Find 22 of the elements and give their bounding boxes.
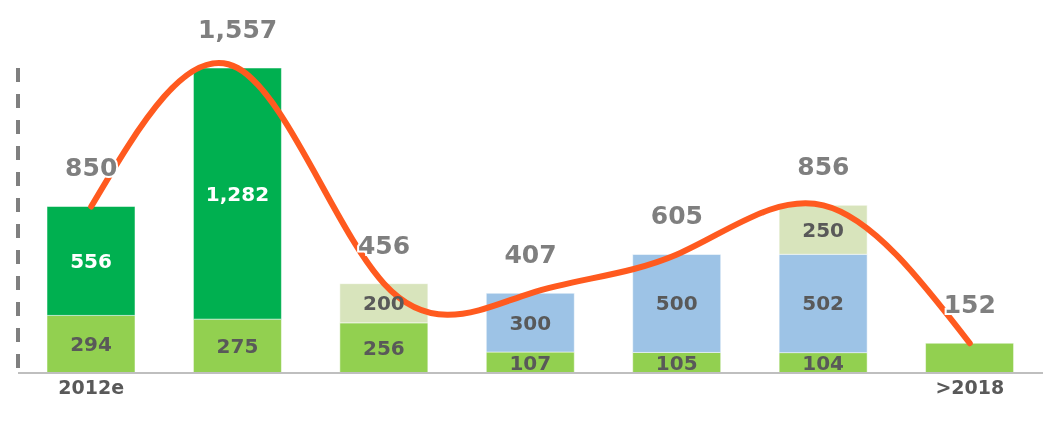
total-label: 456 [357, 230, 411, 260]
data-label: 200 [362, 291, 405, 316]
data-label: 256 [362, 335, 405, 360]
x-tick-label: 2012e [58, 376, 125, 399]
data-label: 104 [802, 350, 845, 375]
data-label: 107 [509, 350, 552, 375]
data-label: 300 [509, 310, 552, 335]
total-label: 407 [504, 240, 557, 270]
data-label: 105 [655, 350, 698, 375]
data-label: 1,282 [205, 181, 270, 206]
x-tick-label: >2018 [935, 376, 1005, 399]
data-label: 294 [70, 332, 112, 357]
total-label: 152 [943, 290, 996, 320]
bar [925, 342, 1015, 374]
data-label: 556 [70, 248, 112, 273]
data-label: 275 [216, 334, 259, 359]
total-label: 856 [797, 152, 850, 182]
total-label: 1,557 [198, 15, 278, 44]
data-label: 250 [802, 217, 845, 242]
data-label: 500 [655, 291, 698, 316]
total-label: 605 [650, 201, 704, 231]
data-label: 502 [802, 291, 845, 316]
